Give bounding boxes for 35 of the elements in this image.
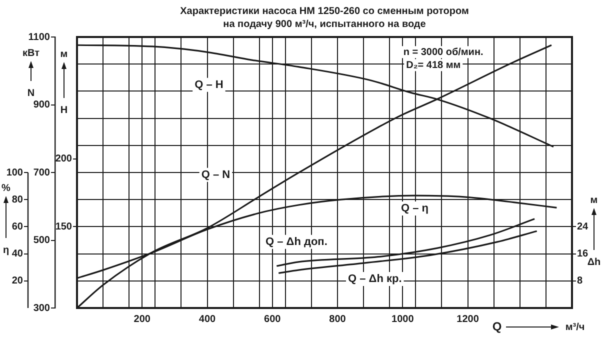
x-tick-label: 800: [329, 314, 346, 325]
text: Q – N: [201, 168, 230, 181]
text: м Δh: [587, 194, 601, 268]
y2-tick-label: 700: [33, 167, 50, 178]
text: кВт N: [22, 48, 40, 99]
series-label: Q – Δh кр.: [348, 272, 402, 285]
x-tick-label: 200: [134, 314, 151, 325]
y2-tick-label: 500: [33, 235, 50, 246]
y2-tick-label: 1100: [28, 32, 50, 43]
x-tick-label: 1200: [456, 314, 480, 325]
chart-subtitle: на подачу 900 м³/ч, испытанного на воде: [223, 18, 426, 30]
y-tick-label: 20: [12, 276, 24, 287]
annotation: n = 3000 об/мин.: [403, 46, 484, 58]
x-tick-label: 400: [198, 314, 216, 325]
text: Q м³/ч: [492, 319, 585, 334]
y-tick-label: 80: [12, 194, 24, 206]
series-label: Q – Δh доп.: [266, 236, 328, 248]
x-tick-label: 600: [264, 314, 282, 325]
y3-tick-label: 200: [55, 154, 72, 165]
text: % η: [2, 182, 10, 256]
y-tick-label: 100: [6, 167, 24, 178]
y-tick-label: 40: [12, 248, 24, 260]
y2-tick-label: 900: [33, 100, 50, 110]
text: м H: [60, 48, 68, 116]
y-tick-label: 16: [577, 248, 589, 260]
y3-tick-label: 150: [55, 221, 72, 232]
x-tick-label: 1000: [392, 314, 414, 325]
annotation: D₂= 418 мм: [406, 60, 461, 71]
series-label: Q – η: [400, 202, 429, 215]
y-tick-label: 24: [577, 221, 589, 232]
y2-tick-label: 300: [33, 302, 50, 314]
y-tick-label: 8: [577, 276, 583, 287]
y-tick-label: 60: [12, 221, 24, 232]
chart-title: Характеристики насоса НМ 1250-260 со сменным ротором: [180, 6, 469, 17]
text: Q – H: [194, 78, 224, 91]
